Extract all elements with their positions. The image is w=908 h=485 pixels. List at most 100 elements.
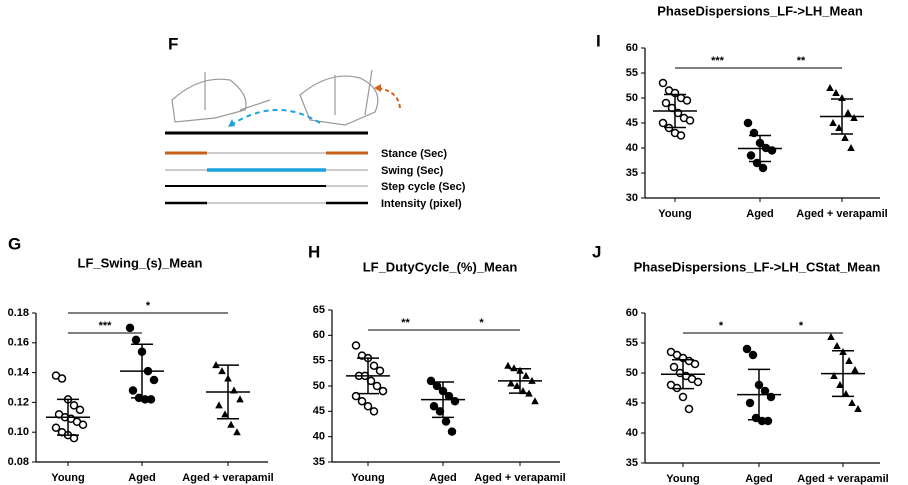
significance-label: ***	[99, 320, 113, 332]
point	[507, 379, 515, 387]
point	[669, 362, 679, 372]
point	[128, 386, 138, 395]
point	[351, 341, 361, 350]
swing-arrow	[227, 108, 321, 128]
chart-title: PhaseDispersions_LF->LH_CStat_Mean	[634, 259, 881, 274]
point	[149, 375, 159, 385]
point	[847, 144, 855, 151]
point	[236, 395, 244, 403]
y-tick-label: 0.18	[8, 307, 29, 319]
point	[854, 405, 862, 412]
point	[743, 118, 753, 128]
x-tick-label: Aged + verapamil	[182, 472, 273, 484]
y-tick-label: 0.10	[8, 426, 29, 438]
arrow-head	[374, 84, 381, 92]
y-tick-label: 55	[313, 355, 325, 367]
point	[685, 116, 695, 125]
chart-title: PhaseDispersions_LF->LH_Mean	[657, 3, 863, 18]
point	[233, 428, 241, 436]
y-tick-label: 50	[626, 92, 638, 104]
point	[513, 382, 521, 389]
y-tick-label: 0.16	[8, 337, 29, 349]
point	[841, 134, 849, 141]
point	[75, 405, 85, 415]
y-tick-label: 50	[626, 367, 638, 379]
point	[218, 367, 226, 375]
point	[684, 404, 694, 414]
y-tick-label: 0.14	[8, 367, 30, 379]
point	[832, 89, 840, 96]
point	[57, 374, 67, 383]
y-tick-label: 0.12	[8, 396, 29, 408]
y-tick-label: 30	[626, 192, 638, 204]
point	[378, 386, 388, 396]
significance-label: *	[479, 317, 484, 329]
point	[844, 109, 852, 116]
point	[504, 361, 512, 369]
point	[531, 397, 539, 405]
chart-title: LF_Swing_(s)_Mean	[78, 255, 203, 270]
point	[450, 396, 460, 406]
y-tick-label: 40	[626, 142, 638, 154]
point	[215, 401, 223, 409]
panel-label: F	[168, 34, 178, 53]
panel-label: I	[596, 31, 601, 50]
point	[830, 372, 838, 379]
point	[227, 420, 235, 428]
y-tick-label: 0.08	[8, 456, 29, 468]
point	[760, 386, 770, 396]
panel-label: H	[308, 242, 320, 261]
y-tick-label: 60	[626, 307, 638, 319]
y-tick-label: 40	[626, 427, 638, 439]
point	[510, 364, 518, 372]
y-tick-label: 45	[626, 397, 638, 409]
point	[745, 398, 755, 408]
y-tick-label: 35	[626, 457, 638, 469]
point	[426, 376, 436, 386]
x-tick-label: Aged + verapamil	[796, 208, 887, 220]
point	[848, 399, 856, 406]
point	[658, 78, 668, 88]
x-tick-label: Aged + verapamil	[797, 473, 888, 485]
x-tick-label: Aged	[128, 472, 156, 484]
diagram-f: F Stance (Sec) Swing (Sec) Step cycle (S…	[165, 34, 466, 210]
point	[693, 377, 703, 387]
point	[826, 84, 834, 91]
x-tick-label: Aged	[429, 472, 457, 484]
point	[742, 344, 752, 354]
point	[372, 381, 382, 391]
point	[221, 410, 229, 418]
point	[676, 131, 686, 140]
point	[351, 391, 361, 401]
significance-label: *	[146, 300, 151, 312]
point	[69, 401, 79, 410]
panel-label: J	[592, 242, 601, 261]
point	[447, 427, 457, 436]
y-tick-label: 45	[313, 405, 325, 417]
point	[441, 417, 451, 426]
panel-label: G	[8, 234, 21, 253]
significance-label: ***	[711, 55, 725, 67]
point	[125, 323, 135, 333]
y-tick-label: 55	[626, 67, 638, 79]
point	[78, 420, 88, 429]
y-tick-label: 65	[313, 304, 325, 316]
x-tick-label: Young	[666, 473, 699, 485]
point	[375, 366, 385, 376]
point	[748, 350, 758, 360]
point	[146, 395, 156, 404]
point	[746, 151, 756, 160]
y-tick-label: 45	[626, 117, 638, 129]
legend-text: Intensity (pixel)	[381, 198, 462, 210]
significance-label: **	[401, 317, 410, 329]
point	[851, 366, 859, 373]
point	[363, 402, 373, 411]
legend-text: Swing (Sec)	[381, 165, 444, 177]
y-tick-label: 35	[313, 456, 325, 468]
y-tick-label: 35	[626, 167, 638, 179]
x-tick-label: Aged + verapamil	[474, 472, 565, 484]
mouse-sketch	[171, 72, 271, 123]
point	[850, 114, 858, 121]
point	[444, 391, 454, 401]
